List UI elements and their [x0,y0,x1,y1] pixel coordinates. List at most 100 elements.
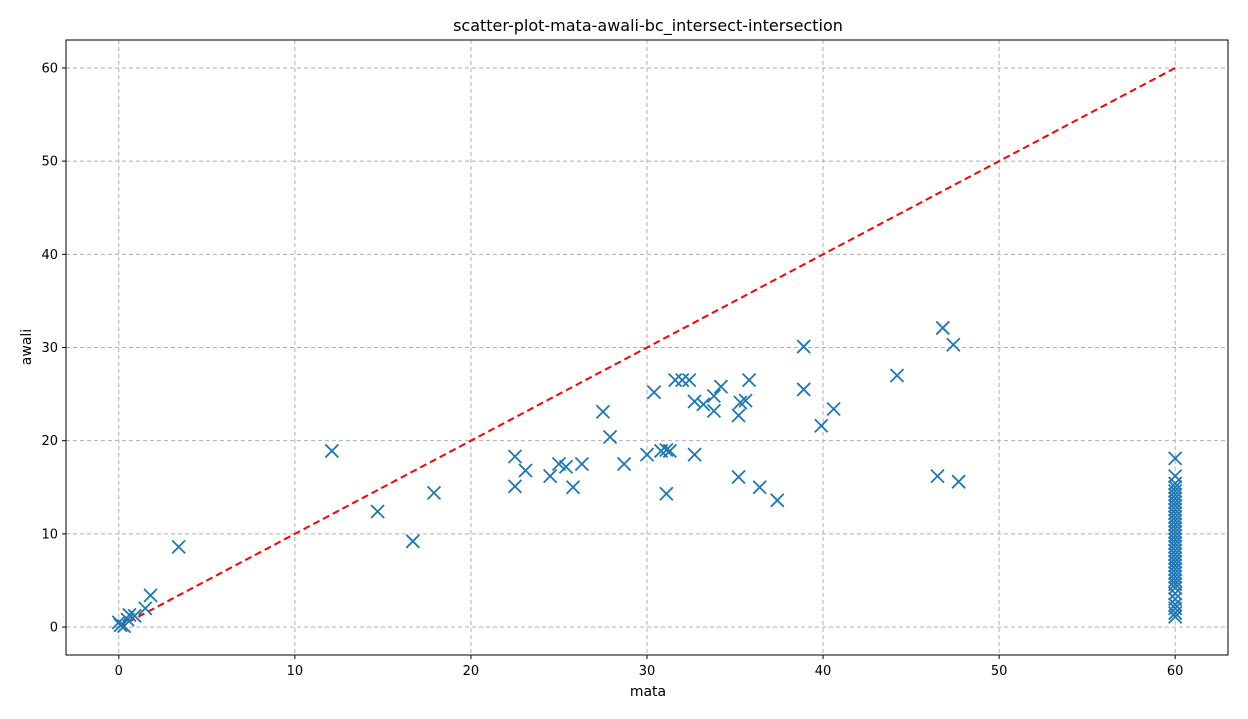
data-point-stroke [616,456,632,472]
data-point-stroke [426,485,442,501]
data-point-stroke [565,480,581,495]
data-point-stroke [738,393,753,408]
data-point [113,618,128,633]
data-point [171,539,186,555]
data-point [706,388,722,404]
data-point-stroke [731,408,746,423]
data-point [796,339,811,354]
y-tick-label: 50 [41,155,58,170]
data-point-stroke [706,388,722,404]
data-point-stroke [1168,451,1183,466]
data-point [602,429,618,445]
data-point [646,385,662,400]
data-point-stroke [602,429,618,445]
data-point-stroke [370,504,385,519]
data-point-stroke [935,320,950,336]
y-tick-label: 60 [41,61,58,76]
y-tick-label: 40 [41,248,58,263]
data-point-stroke [113,618,128,633]
data-point [935,320,950,336]
data-point [1168,605,1183,621]
data-point [1168,580,1183,596]
data-point [659,442,674,458]
x-axis-ticks: 0 10 20 30 40 50 60 [115,655,1184,679]
y-tick-label: 30 [41,341,58,356]
data-point [616,456,632,472]
data-point-stroke [543,468,558,484]
data-point-stroke [659,442,674,458]
data-point [518,463,533,478]
y-tick-label: 0 [50,621,58,636]
data-point [507,479,523,494]
data-point-stroke [713,379,729,394]
data-point-stroke [696,397,711,412]
data-point [826,401,841,417]
y-axis-ticks: 0 10 20 30 40 50 60 [41,61,66,636]
data-point-stroke [595,404,611,419]
data-point [951,474,966,489]
data-point-stroke [706,403,722,419]
data-point-stroke [646,385,662,400]
data-point-stroke [796,382,811,397]
data-point [558,459,574,474]
data-point-stroke [639,447,655,462]
data-point [733,395,748,410]
data-point-stroke [574,456,589,472]
data-point [752,480,767,495]
data-point [122,607,137,623]
data-point-stroke [1168,586,1183,601]
data-point-stroke [687,447,702,462]
data-point [687,447,702,462]
data-point-stroke [668,372,683,388]
data-point-stroke [731,469,746,485]
data-point-stroke [138,601,153,616]
data-point [370,504,385,519]
data-point [127,608,142,624]
data-point [639,447,655,462]
data-point [143,588,158,603]
data-point-stroke [122,607,137,623]
data-point-stroke [507,449,523,464]
data-point [659,486,674,501]
data-point [565,480,581,495]
data-point-stroke [662,443,678,459]
data-point [426,485,442,501]
data-point [662,443,678,459]
data-point-stroke [733,395,748,410]
data-point [706,403,722,419]
data-point [930,468,945,484]
data-point-stroke [143,588,158,603]
data-point [1168,586,1183,601]
data-point [741,372,757,388]
data-point [1168,609,1183,624]
data-point-stroke [1168,609,1183,624]
data-point [713,379,729,394]
data-point-stroke [518,463,533,478]
data-point [507,449,523,464]
data-point [731,408,746,423]
data-point [675,372,690,388]
data-point-stroke [770,493,785,508]
x-tick-label: 60 [1167,664,1184,679]
data-point-stroke [814,418,829,433]
y-tick-label: 20 [41,434,58,449]
data-point-stroke [1168,580,1183,596]
data-point-stroke [930,468,945,484]
data-point [324,443,339,459]
data-point-stroke [741,372,757,388]
data-point-stroke [752,480,767,495]
y-tick-label: 10 [41,527,58,542]
data-point-stroke [682,372,697,388]
x-tick-label: 40 [815,664,832,679]
data-point [1168,451,1183,466]
reference-line-layer [118,67,1176,628]
x-tick-label: 10 [287,664,304,679]
x-tick-label: 30 [639,664,656,679]
data-point-stroke [120,612,135,627]
x-tick-label: 0 [115,664,123,679]
reference-line [118,67,1176,628]
y-axis-label: awali [19,329,35,365]
data-point-stroke [507,479,523,494]
data-point [814,418,829,433]
